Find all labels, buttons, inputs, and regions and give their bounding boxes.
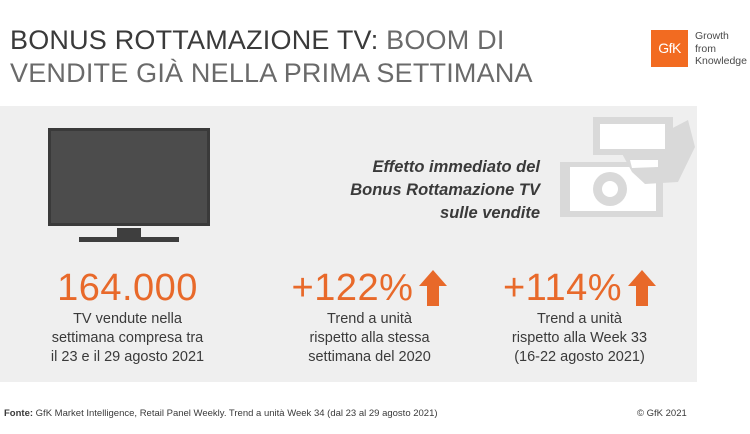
money-hand-icon <box>560 117 695 217</box>
desc-line: il 23 e il 29 agosto 2021 <box>50 349 205 365</box>
tagline-line: from <box>695 42 716 55</box>
copyright: © GfK 2021 <box>637 408 687 419</box>
headline-bold: BONUS ROTTAMAZIONE TV: <box>10 25 379 55</box>
tv-stand-neck <box>117 228 141 238</box>
effect-line: sulle vendite <box>440 204 540 222</box>
stat-trend-yoy: +122% Trend a unità rispetto alla stessa… <box>262 266 477 367</box>
source-note: Fonte: GfK Market Intelligence, Retail P… <box>4 408 438 419</box>
headline-line2: VENDITE GIÀ NELLA PRIMA SETTIMANA <box>10 58 533 88</box>
stat-value: +122% <box>291 267 414 309</box>
source-text: GfK Market Intelligence, Retail Panel We… <box>33 408 438 419</box>
desc-line: settimana compresa tra <box>51 330 204 346</box>
effect-text: Effetto immediato del Bonus Rottamazione… <box>300 156 540 225</box>
desc-line: settimana del 2020 <box>308 349 431 365</box>
headline-rest: BOOM DI <box>378 25 505 55</box>
desc-line: rispetto alla Week 33 <box>511 330 648 346</box>
arrow-up-icon <box>628 270 657 306</box>
page-title: BONUS ROTTAMAZIONE TV: BOOM DI VENDITE G… <box>10 24 570 90</box>
tagline-line: Growth <box>695 30 729 42</box>
stat-value: +114% <box>502 267 623 309</box>
effect-line: Effetto immediato del <box>372 158 540 176</box>
stat-units-sold: 164.000 TV vendute nella settimana compr… <box>20 266 235 367</box>
arrow-up-icon <box>419 270 448 306</box>
tv-stand-base <box>79 237 179 242</box>
gfk-logo: GfK <box>651 30 688 67</box>
desc-line: rispetto alla stessa <box>309 330 430 346</box>
effect-line: Bonus Rottamazione TV <box>350 181 540 199</box>
stat-description: Trend a unità rispetto alla stessa setti… <box>262 310 477 367</box>
source-label: Fonte: <box>4 408 34 419</box>
tagline-line: Knowledge <box>695 55 747 67</box>
desc-line: Trend a unità <box>537 311 622 327</box>
stat-description: Trend a unità rispetto alla Week 33 (16-… <box>467 310 692 367</box>
desc-line: Trend a unità <box>327 311 412 327</box>
stat-description: TV vendute nella settimana compresa tra … <box>20 310 235 367</box>
stat-value: 164.000 <box>57 267 198 309</box>
desc-line: (16-22 agosto 2021) <box>514 349 645 365</box>
logo-tagline: Growth from Knowledge <box>695 30 747 68</box>
desc-line: TV vendute nella <box>73 311 182 327</box>
tv-screen <box>48 128 210 226</box>
stat-trend-wow: +114% Trend a unità rispetto alla Week 3… <box>467 266 692 367</box>
